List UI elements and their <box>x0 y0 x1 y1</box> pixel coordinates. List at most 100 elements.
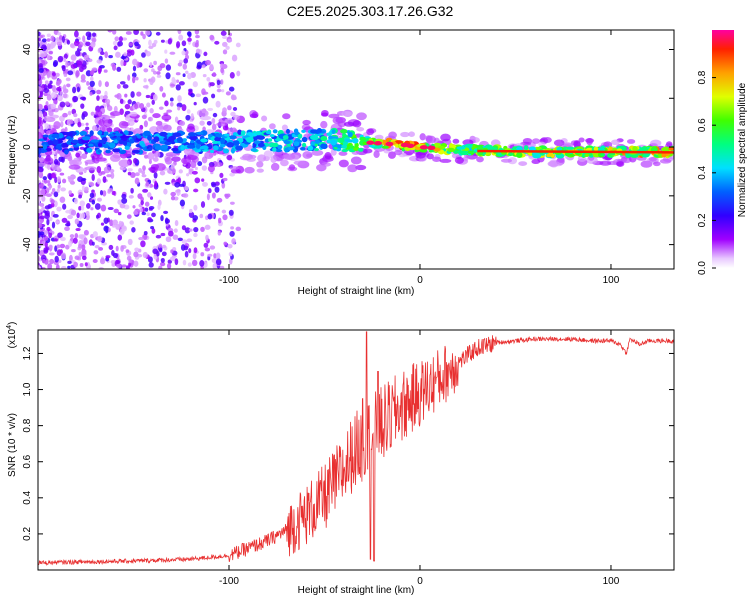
spectrogram-halo-blob <box>352 120 362 128</box>
spectrogram-ridge-blob <box>340 128 348 134</box>
spectrogram-noise-blob <box>148 45 154 49</box>
spectrogram-noise-blob <box>124 93 128 98</box>
spectrogram-noise-blob <box>51 150 56 155</box>
spectrogram-noise-blob <box>142 85 149 89</box>
colorbar: 0.0 0.2 0.4 0.6 0.8 Normalized spectral ampl… <box>697 30 748 275</box>
spectrogram-ridge-blob <box>565 146 575 150</box>
spectrogram-noise-blob <box>159 86 164 92</box>
spectrogram-ridge-blob <box>320 135 328 142</box>
snr-y-ticks: 0.2 0.4 0.6 0.8 1.0 1.2 <box>22 346 674 541</box>
spectrogram-halo-blob <box>321 162 331 167</box>
spectrogram-noise-blob <box>126 50 132 57</box>
spectrogram-noise-blob <box>211 192 216 199</box>
spectrogram-noise-blob <box>106 174 112 178</box>
spectrogram-noise-blob <box>205 59 211 66</box>
spectrogram-noise-blob <box>43 229 49 236</box>
spectrogram-noise-blob <box>73 113 78 118</box>
spectrogram-halo-blob <box>324 152 332 160</box>
spectrogram-noise-blob <box>193 226 199 233</box>
spectrogram-noise-blob <box>105 226 109 234</box>
spectrogram-noise-blob <box>144 201 150 207</box>
spectrogram-ridge-blob <box>168 135 176 141</box>
spectrogram-noise-blob <box>188 168 194 172</box>
spectrogram-noise-blob <box>200 226 205 233</box>
spectrogram-noise-blob <box>117 211 122 216</box>
spectrogram-noise-blob <box>148 206 155 210</box>
spectrogram-noise-blob <box>207 188 212 194</box>
spectrogram-noise-blob <box>149 196 154 200</box>
spectrogram-noise-blob <box>144 207 149 212</box>
spectrogram-noise-blob <box>38 68 44 73</box>
colorbar-gradient <box>712 30 734 268</box>
spectrogram-noise-blob <box>193 247 198 254</box>
spectrogram-ridge-blob <box>254 140 261 145</box>
spectrogram-noise-blob <box>115 245 119 252</box>
spectrogram-noise-blob <box>78 251 82 258</box>
spectrogram-noise-blob <box>53 191 59 198</box>
spectrogram-noise-blob <box>173 228 178 233</box>
spectrogram-halo-blob <box>522 138 533 144</box>
spectrogram-noise-blob <box>143 78 147 83</box>
spectrogram-ridge-blob <box>196 131 204 135</box>
spectrogram-ridge-blob <box>297 133 303 139</box>
spectrogram-noise-blob <box>38 222 43 229</box>
spectrogram-halo-blob <box>321 109 329 117</box>
spectrogram-noise-blob <box>231 54 238 62</box>
spectrogram-ridge-blob <box>88 143 94 147</box>
spectrogram-halo-blob <box>38 131 43 140</box>
spectrogram-noise-blob <box>162 244 167 249</box>
spectrogram-halo-blob <box>553 139 565 147</box>
spectrogram-ridge-blob <box>354 142 359 148</box>
spectrogram-halo-blob <box>320 120 328 129</box>
spectrogram-ridge-blob <box>79 130 88 136</box>
spectrogram-noise-blob <box>53 158 59 166</box>
spectrogram-noise-blob <box>199 120 205 126</box>
spectrogram-noise-blob <box>50 202 55 208</box>
spectrogram-noise-blob <box>176 79 180 83</box>
spectrogram-noise-blob <box>127 168 133 172</box>
colorbar-tick-label: 0.4 <box>697 165 708 179</box>
spectrogram-halo-blob <box>288 164 296 171</box>
spectrogram-noise-blob <box>94 245 100 249</box>
spectrogram-noise-blob <box>158 247 163 253</box>
spectrogram-noise-blob <box>181 104 187 112</box>
spectrogram-ridge-blob <box>199 145 209 150</box>
spectrogram-noise-blob <box>222 41 228 47</box>
spectrogram-noise-blob <box>76 212 80 219</box>
snr-y-axis-title: SNR (10 * v/v) <box>7 413 18 477</box>
spectrogram-noise-blob <box>158 265 163 269</box>
spectrogram-noise-blob <box>53 99 58 105</box>
spectrogram-noise-blob <box>41 258 46 264</box>
spectrogram-halo-blob <box>129 111 138 117</box>
spectrogram-noise-blob <box>110 115 116 119</box>
spectrogram-halo-blob <box>356 126 365 132</box>
spectrogram-noise-blob <box>177 30 182 35</box>
spectrogram-noise-blob <box>84 262 88 267</box>
spectrogram-noise-blob <box>50 199 55 204</box>
spectrogram-noise-blob <box>133 157 138 164</box>
spectrogram-noise-blob <box>134 247 140 252</box>
spectrogram-ridge-blob <box>186 144 196 149</box>
spectrogram-peak-blob <box>406 143 415 148</box>
spectrogram-halo-blob <box>476 156 484 163</box>
spectrogram-ridge-blob <box>136 134 142 139</box>
snr-frame <box>37 329 675 571</box>
spectrogram-noise-blob <box>170 249 174 254</box>
spectrogram-noise-blob <box>79 200 85 207</box>
spectrogram-ridge-blob <box>228 135 237 140</box>
spectrogram-noise-blob <box>140 200 144 206</box>
spectrogram-noise-blob <box>167 259 172 264</box>
spectrogram-noise-blob <box>55 220 60 224</box>
spectrogram-halo-blob <box>648 156 657 162</box>
spectrogram-panel: -40 -20 0 20 40 -100 0 100 Height of straight … <box>7 29 675 297</box>
spectrogram-noise-blob <box>74 30 79 38</box>
spectrogram-noise-blob <box>40 188 46 196</box>
spectrogram-noise-blob <box>72 95 79 103</box>
spectrogram-noise-blob <box>73 261 78 268</box>
spectrogram-ridge-blob <box>89 130 94 136</box>
spectrogram-noise-blob <box>191 170 198 175</box>
spectrogram-noise-blob <box>50 91 57 99</box>
spectrogram-ridge-blob <box>52 133 60 139</box>
spectrogram-noise-blob <box>169 97 174 102</box>
spectrogram-noise-blob <box>216 88 222 93</box>
